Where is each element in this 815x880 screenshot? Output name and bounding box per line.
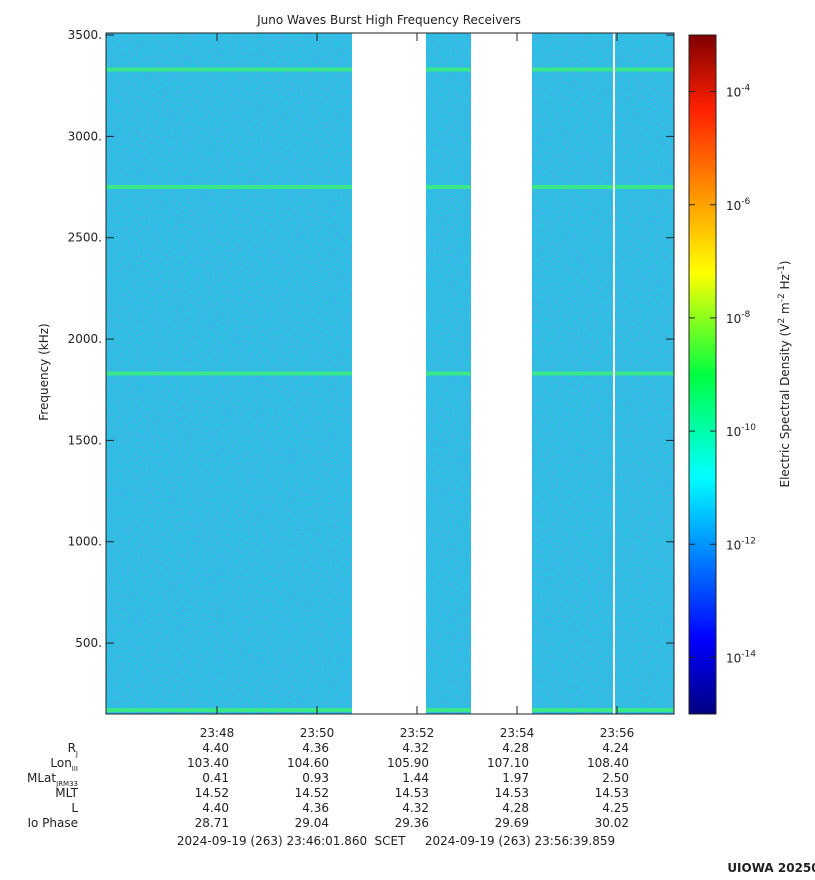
- ephemeris-value: 28.71: [195, 816, 229, 830]
- time-range: 2024-09-19 (263) 23:46:01.860: [177, 834, 367, 848]
- ephemeris-value: 30.02: [595, 816, 629, 830]
- ephemeris-value: 2.50: [602, 771, 629, 785]
- x-tick-label: 23:56: [600, 726, 635, 740]
- chart-title: Juno Waves Burst High Frequency Receiver…: [256, 13, 521, 27]
- row-label-sub: III: [72, 765, 78, 773]
- segment: [426, 33, 471, 714]
- colorbar-tick-label: 10-10: [726, 423, 756, 439]
- label-part: -1: [777, 265, 787, 274]
- colorbar-tick-label: 10-14: [726, 649, 756, 665]
- ephemeris-value: 14.53: [495, 786, 529, 800]
- ephemeris-value: 108.40: [587, 756, 629, 770]
- ephemeris-value: 29.36: [395, 816, 429, 830]
- row-label: Lon: [50, 756, 71, 770]
- tick-exponent: -14: [741, 649, 756, 659]
- x-tick-label: 23:52: [400, 726, 435, 740]
- time-range: 2024-09-19 (263) 23:56:39.859: [425, 834, 615, 848]
- tick-base: 10: [726, 86, 741, 100]
- row-label: R: [68, 741, 76, 755]
- row-label: MLT: [55, 786, 78, 800]
- label-part: 2: [777, 318, 787, 324]
- y-tick-label: 1000.: [68, 535, 102, 549]
- ephemeris-value: 4.40: [202, 741, 229, 755]
- colorbar: [688, 34, 717, 715]
- colorbar-tick-label: 10-8: [726, 310, 751, 326]
- ephemeris-value: 14.52: [295, 786, 329, 800]
- label-part: Hz: [778, 274, 792, 293]
- y-tick-label: 2000.: [68, 332, 102, 346]
- row-label-sub: JRM33: [55, 780, 78, 788]
- ephemeris-value: 29.04: [295, 816, 329, 830]
- colorbar-tick-label: 10-4: [726, 84, 751, 100]
- ephemeris-value: 107.10: [487, 756, 529, 770]
- ephemeris-label: LonIII: [50, 756, 78, 773]
- segment: [106, 33, 352, 714]
- ephemeris-value: 4.25: [602, 801, 629, 815]
- label-part: ): [778, 260, 792, 265]
- ephemeris-value: 0.93: [302, 771, 329, 785]
- row-label: Io Phase: [27, 816, 78, 830]
- ephemeris-label: L: [71, 801, 78, 815]
- label-part: -2: [777, 293, 787, 302]
- ephemeris-value: 104.60: [287, 756, 329, 770]
- time-range: SCET: [375, 834, 407, 848]
- label-part: m: [778, 302, 792, 318]
- ephemeris-label: MLT: [55, 786, 78, 800]
- plot-frame: [105, 32, 675, 715]
- tick-base: 10: [726, 425, 741, 439]
- y-tick-label: 3500.: [68, 28, 102, 42]
- row-label-sub: J: [75, 750, 78, 758]
- y-tick-label: 3000.: [68, 129, 102, 143]
- x-tick-label: 23:54: [500, 726, 535, 740]
- colorbar-tick-label: 10-6: [726, 197, 751, 213]
- ephemeris-label: RJ: [68, 741, 78, 758]
- footer: UIOWA 20250202: [727, 861, 815, 875]
- tick-base: 10: [726, 651, 741, 665]
- ephemeris-value: 0.41: [202, 771, 229, 785]
- ephemeris-value: 4.36: [302, 801, 329, 815]
- ephemeris-value: 105.90: [387, 756, 429, 770]
- row-label: L: [71, 801, 78, 815]
- tick-exponent: -8: [741, 310, 750, 320]
- x-tick-label: 23:50: [300, 726, 335, 740]
- ephemeris-value: 4.36: [302, 741, 329, 755]
- colorbar-label: Electric Spectral Density (V2 m-2 Hz-1): [777, 260, 792, 487]
- ephemeris-value: 4.32: [402, 741, 429, 755]
- ephemeris-label: Io Phase: [27, 816, 78, 830]
- ephemeris-value: 1.44: [402, 771, 429, 785]
- ephemeris-value: 29.69: [495, 816, 529, 830]
- ephemeris-value: 4.40: [202, 801, 229, 815]
- y-tick-label: 2500.: [68, 231, 102, 245]
- tick-exponent: -10: [741, 423, 756, 433]
- y-tick-label: 500.: [75, 636, 102, 650]
- ephemeris-label: MLatJRM33: [27, 771, 78, 788]
- ephemeris-value: 1.97: [502, 771, 529, 785]
- tick-exponent: -6: [741, 197, 750, 207]
- y-tick-label: 1500.: [68, 433, 102, 447]
- tick-exponent: -4: [741, 84, 750, 94]
- ephemeris-value: 4.32: [402, 801, 429, 815]
- row-label: MLat: [27, 771, 56, 785]
- y-axis-label: Frequency (kHz): [37, 323, 51, 420]
- tick-exponent: -12: [741, 536, 756, 546]
- ephemeris-value: 4.28: [502, 801, 529, 815]
- segment: [615, 33, 674, 714]
- ephemeris-value: 4.24: [602, 741, 629, 755]
- ephemeris-value: 14.53: [595, 786, 629, 800]
- ephemeris-value: 103.40: [187, 756, 229, 770]
- label-part: Electric Spectral Density (V: [778, 323, 792, 488]
- x-tick-label: 23:48: [200, 726, 235, 740]
- tick-base: 10: [726, 538, 741, 552]
- tick-base: 10: [726, 312, 741, 326]
- ephemeris-value: 4.28: [502, 741, 529, 755]
- ephemeris-value: 14.52: [195, 786, 229, 800]
- segment: [532, 33, 613, 714]
- colorbar-tick-label: 10-12: [726, 536, 756, 552]
- ephemeris-value: 14.53: [395, 786, 429, 800]
- tick-base: 10: [726, 199, 741, 213]
